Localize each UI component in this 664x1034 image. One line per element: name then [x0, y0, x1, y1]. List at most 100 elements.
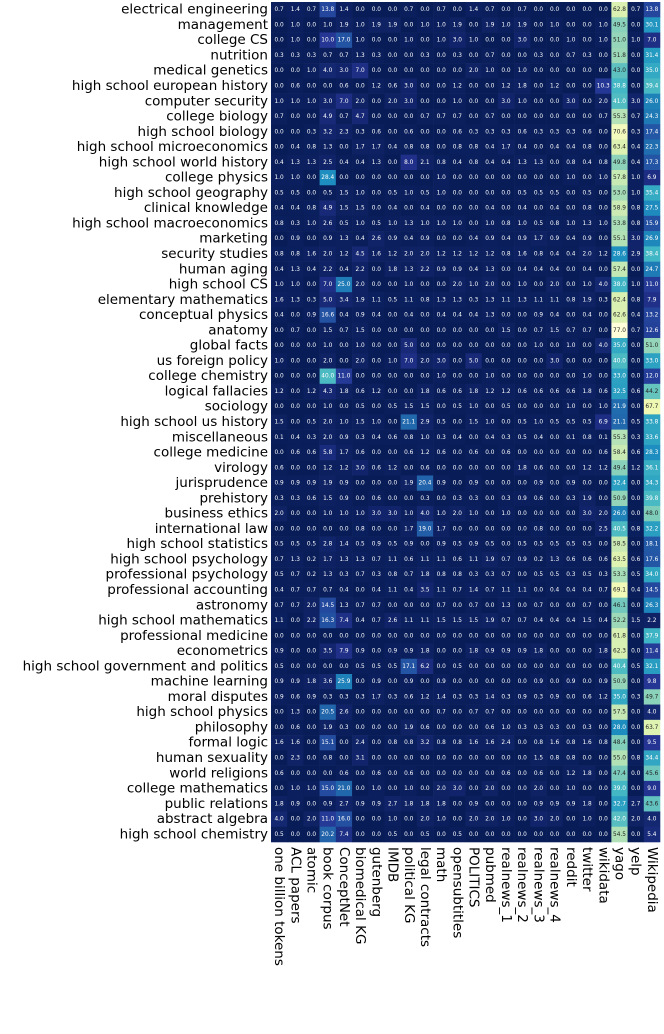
cell — [352, 47, 369, 64]
cell-label: 55.3 — [613, 435, 626, 441]
cell-label: 0.6 — [404, 694, 414, 700]
cell-label: 1.2 — [388, 252, 398, 258]
cell — [368, 765, 385, 782]
cell — [433, 521, 450, 537]
cell — [481, 674, 499, 690]
cell-label: 0.0 — [501, 542, 511, 548]
cell-label: 0.6 — [582, 129, 592, 135]
cell-label: 1.0 — [469, 404, 479, 410]
cell — [546, 506, 564, 522]
cell-label: 0.8 — [274, 252, 284, 258]
cell — [611, 276, 628, 293]
cell — [578, 689, 596, 705]
cell-label: 0.4 — [518, 206, 528, 212]
cell-label: 1.6 — [469, 740, 479, 746]
cell-label: 0.0 — [631, 267, 641, 273]
cell-label: 0.8 — [437, 740, 447, 746]
cell-label: 0.0 — [534, 68, 544, 74]
cell-label: 0.5 — [485, 542, 495, 548]
cell-label: 0.0 — [339, 526, 349, 532]
cell-label: 0.0 — [550, 114, 560, 120]
cell-label: 0.6 — [437, 450, 447, 456]
cell — [416, 551, 434, 568]
cell — [287, 32, 304, 49]
cell-label: 1.2 — [420, 694, 430, 700]
cell — [368, 796, 385, 812]
cell — [530, 567, 547, 583]
cell-label: 0.0 — [274, 633, 284, 639]
cell-label: 46.1 — [613, 603, 626, 609]
cell — [643, 490, 661, 507]
row-label: high school european history — [72, 78, 268, 94]
cell — [562, 612, 580, 629]
cell — [497, 628, 515, 644]
cell — [546, 811, 564, 828]
cell-label: 2.5 — [599, 526, 609, 532]
cell — [433, 735, 450, 751]
cell — [287, 750, 304, 766]
cell-label: 0.0 — [469, 756, 479, 762]
cell-label: 0.0 — [566, 358, 576, 364]
cell — [481, 353, 499, 369]
cell-label: 51.0 — [613, 38, 626, 44]
cell — [368, 63, 385, 79]
cell-label: 0.9 — [323, 801, 333, 807]
cell-label: 2.0 — [599, 511, 609, 517]
cell — [352, 307, 369, 324]
cell-label: 0.0 — [631, 542, 641, 548]
row-label: business ethics — [165, 506, 269, 522]
cell — [497, 383, 515, 400]
cell-label: 0.9 — [485, 236, 495, 242]
cell-label: 0.0 — [631, 740, 641, 746]
cell — [303, 368, 320, 385]
cell — [416, 704, 434, 721]
cell-label: 0.1 — [566, 435, 576, 441]
cell — [643, 567, 661, 583]
cell — [497, 750, 515, 766]
cell — [335, 780, 353, 797]
cell — [562, 307, 580, 324]
cell-label: 0.0 — [372, 343, 382, 349]
cell-label: 0.0 — [307, 282, 317, 288]
cell — [400, 811, 418, 828]
cell-label: 0.8 — [566, 160, 576, 166]
cell-label: 0.0 — [291, 129, 301, 135]
cell — [627, 17, 645, 33]
cell — [578, 750, 596, 766]
cell — [578, 338, 596, 354]
cell-label: 0.8 — [469, 160, 479, 166]
cell — [643, 154, 661, 171]
cell — [627, 567, 645, 583]
cell-label: 2.8 — [323, 542, 333, 548]
cell — [562, 124, 580, 140]
cell-label: 9.5 — [647, 740, 657, 746]
cell — [384, 32, 401, 49]
cell-label: 0.0 — [518, 572, 528, 578]
cell-label: 0.0 — [469, 221, 479, 227]
cell-label: 11.0 — [645, 282, 658, 288]
cell — [303, 338, 320, 354]
cell-label: 15.9 — [645, 221, 658, 227]
cell — [416, 353, 434, 369]
cell-label: 0.0 — [453, 236, 463, 242]
cell — [416, 276, 434, 293]
cell — [595, 674, 612, 690]
cell-label: 2.2 — [420, 267, 430, 273]
cell-label: 0.0 — [291, 68, 301, 74]
cell — [611, 108, 628, 125]
cell-label: 58.4 — [613, 450, 626, 456]
cell — [497, 674, 515, 690]
cell — [546, 628, 564, 644]
cell-label: 0.0 — [437, 129, 447, 135]
cell-label: 0.6 — [372, 129, 382, 135]
cell-label: 0.9 — [274, 649, 284, 655]
cell — [643, 735, 661, 751]
cell-label: 40.0 — [321, 374, 334, 380]
cell — [514, 719, 531, 736]
cell — [287, 826, 304, 843]
cell-label: 0.4 — [372, 435, 382, 441]
cell-label: 41.0 — [613, 99, 626, 105]
cell-label: 0.0 — [534, 206, 544, 212]
cell — [481, 63, 499, 79]
cell-label: 0.5 — [388, 832, 398, 838]
